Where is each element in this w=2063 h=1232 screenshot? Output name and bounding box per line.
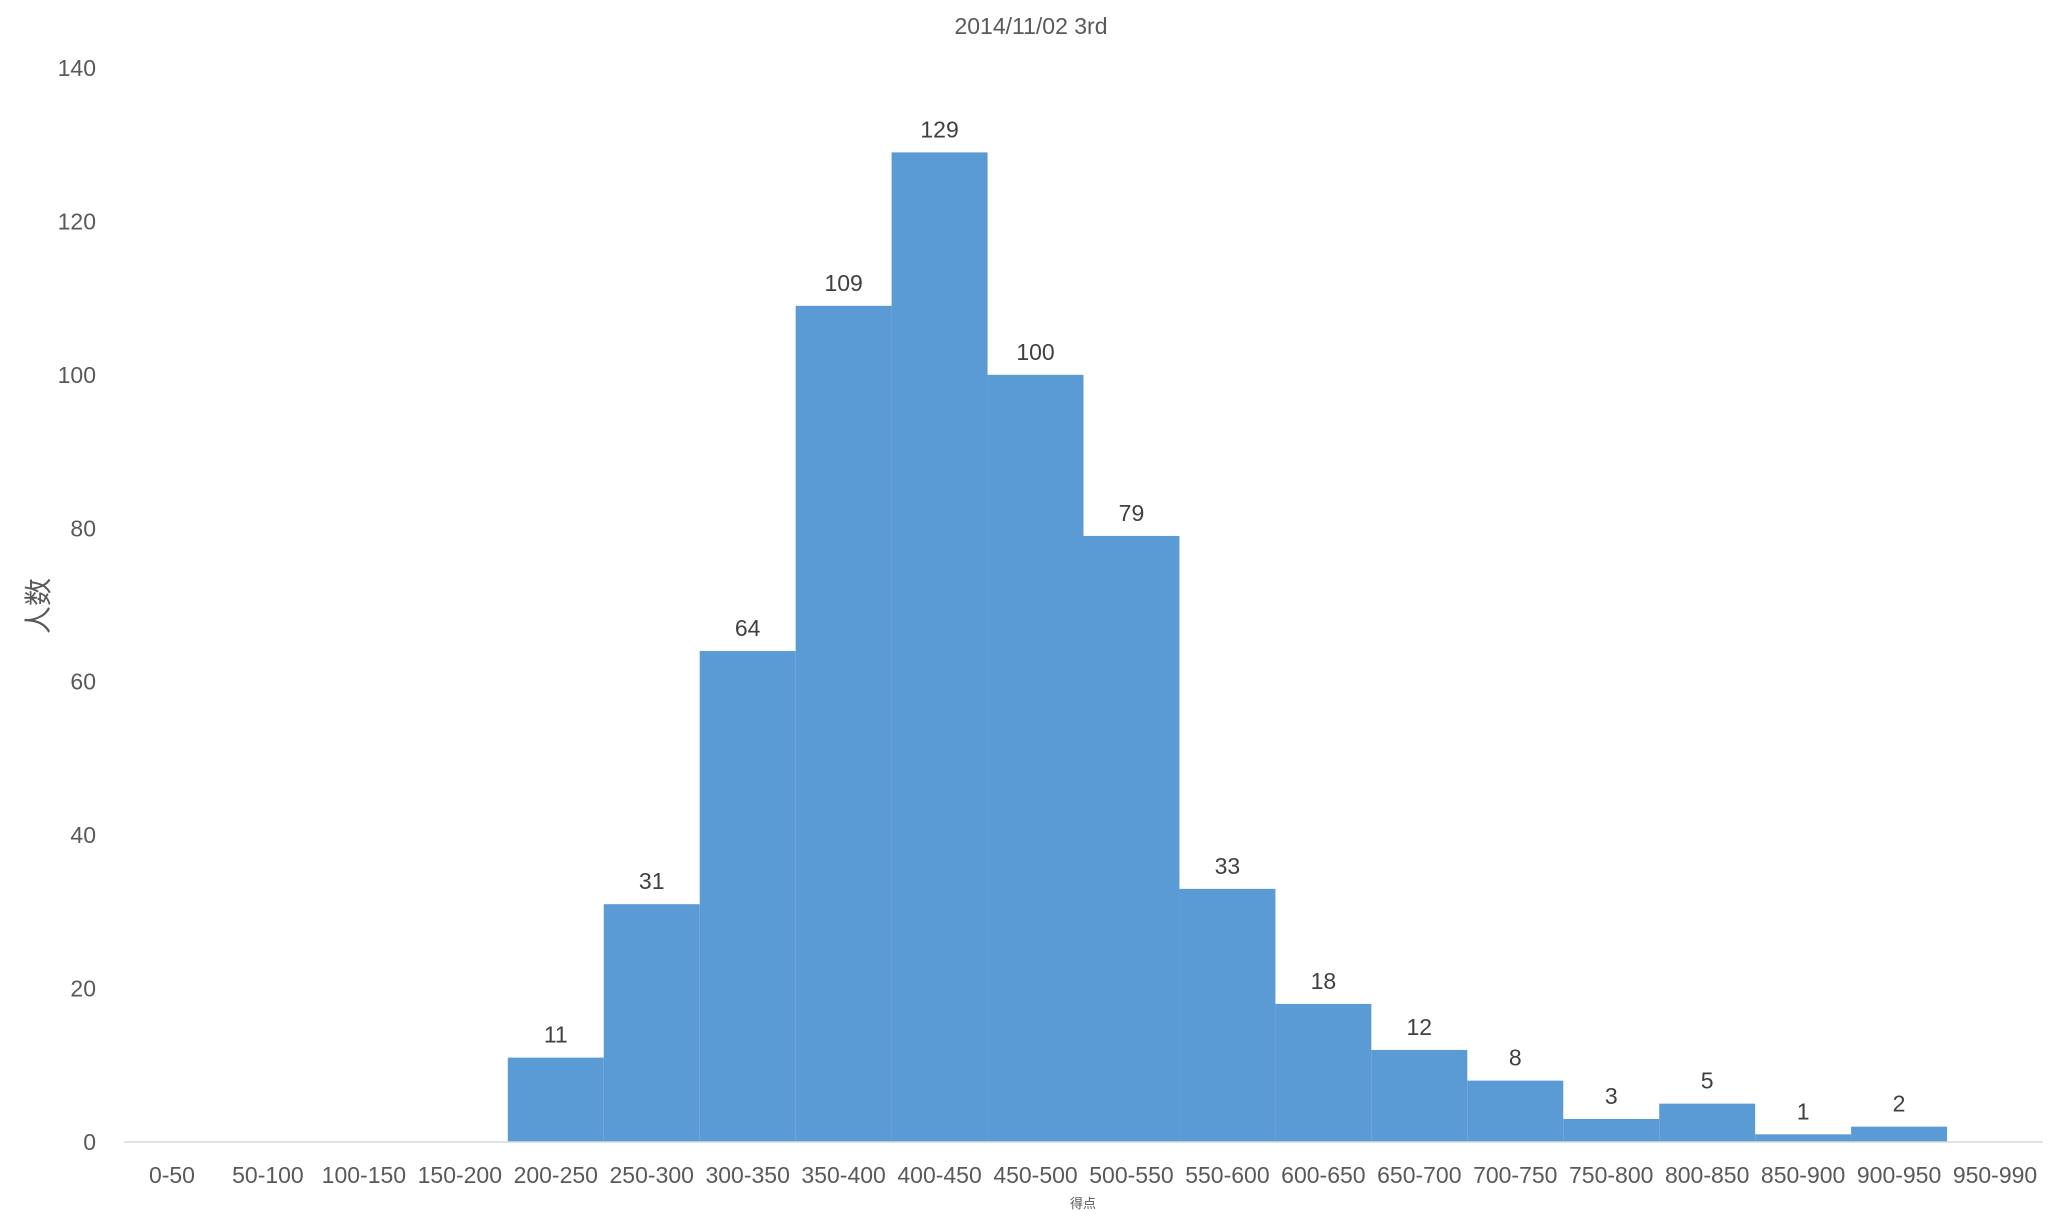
x-tick-label: 250-300 (610, 1162, 694, 1188)
x-axis-title: 得点 (1070, 1196, 1096, 1212)
x-tick-label: 350-400 (801, 1162, 885, 1188)
data-label: 11 (544, 1022, 568, 1048)
data-label: 100 (1016, 339, 1054, 365)
bar-250-300 (603, 904, 700, 1142)
bar-550-600 (1179, 888, 1276, 1142)
x-tick-label: 700-750 (1473, 1162, 1557, 1188)
x-tick-label: 400-450 (897, 1162, 981, 1188)
data-label: 109 (824, 270, 862, 296)
bar-650-700 (1371, 1049, 1468, 1142)
data-label: 2 (1893, 1091, 1906, 1117)
bar-700-750 (1467, 1080, 1564, 1142)
bar-200-250 (507, 1057, 604, 1142)
bar-500-550 (1083, 535, 1180, 1142)
data-label: 79 (1119, 500, 1145, 526)
bar-600-650 (1275, 1003, 1372, 1142)
data-label: 129 (920, 116, 958, 142)
x-tick-label: 100-150 (322, 1162, 406, 1188)
bar-750-800 (1563, 1118, 1660, 1142)
x-tick-label: 600-650 (1281, 1162, 1365, 1188)
data-label: 33 (1215, 853, 1241, 879)
x-tick-label: 550-600 (1185, 1162, 1269, 1188)
x-tick-label: 300-350 (705, 1162, 789, 1188)
data-label: 64 (735, 615, 761, 641)
y-tick-label: 20 (70, 976, 96, 1002)
x-tick-label: 500-550 (1089, 1162, 1173, 1188)
y-axis-tick-labels: 0 20 40 60 80 100 120 140 (58, 55, 96, 1155)
x-tick-label: 850-900 (1761, 1162, 1845, 1188)
x-tick-label: 950-990 (1953, 1162, 2037, 1188)
data-label: 5 (1701, 1068, 1714, 1094)
x-tick-label: 900-950 (1857, 1162, 1941, 1188)
x-tick-label: 650-700 (1377, 1162, 1461, 1188)
y-tick-label: 120 (58, 208, 96, 234)
data-label: 8 (1509, 1045, 1522, 1071)
y-tick-label: 80 (70, 515, 96, 541)
chart-title: 2014/11/02 3rd (954, 13, 1107, 39)
bar-series (507, 152, 1948, 1142)
y-tick-label: 0 (83, 1129, 96, 1155)
bar-400-450 (891, 152, 988, 1142)
bar-850-900 (1755, 1134, 1852, 1142)
y-axis-title: 人数 (22, 578, 55, 634)
x-tick-label: 800-850 (1665, 1162, 1749, 1188)
x-tick-label: 450-500 (993, 1162, 1077, 1188)
data-label: 3 (1605, 1083, 1618, 1109)
data-label: 18 (1311, 968, 1337, 994)
y-tick-label: 40 (70, 822, 96, 848)
data-label: 1 (1797, 1098, 1810, 1124)
bar-350-400 (795, 305, 892, 1142)
y-tick-label: 60 (70, 669, 96, 695)
y-tick-label: 140 (58, 55, 96, 81)
x-tick-label: 150-200 (418, 1162, 502, 1188)
bar-300-350 (699, 651, 796, 1142)
bar-900-950 (1851, 1126, 1948, 1142)
data-label: 31 (639, 868, 665, 894)
x-tick-label: 50-100 (232, 1162, 304, 1188)
data-label: 12 (1407, 1014, 1433, 1040)
x-tick-label: 750-800 (1569, 1162, 1653, 1188)
x-tick-label: 0-50 (149, 1162, 195, 1188)
y-tick-label: 100 (58, 362, 96, 388)
bar-800-850 (1659, 1103, 1756, 1142)
bar-450-500 (987, 374, 1084, 1142)
x-tick-label: 200-250 (514, 1162, 598, 1188)
x-axis-tick-labels: 0-50 50-100 100-150 150-200 200-250 250-300 30… (149, 1162, 2037, 1188)
